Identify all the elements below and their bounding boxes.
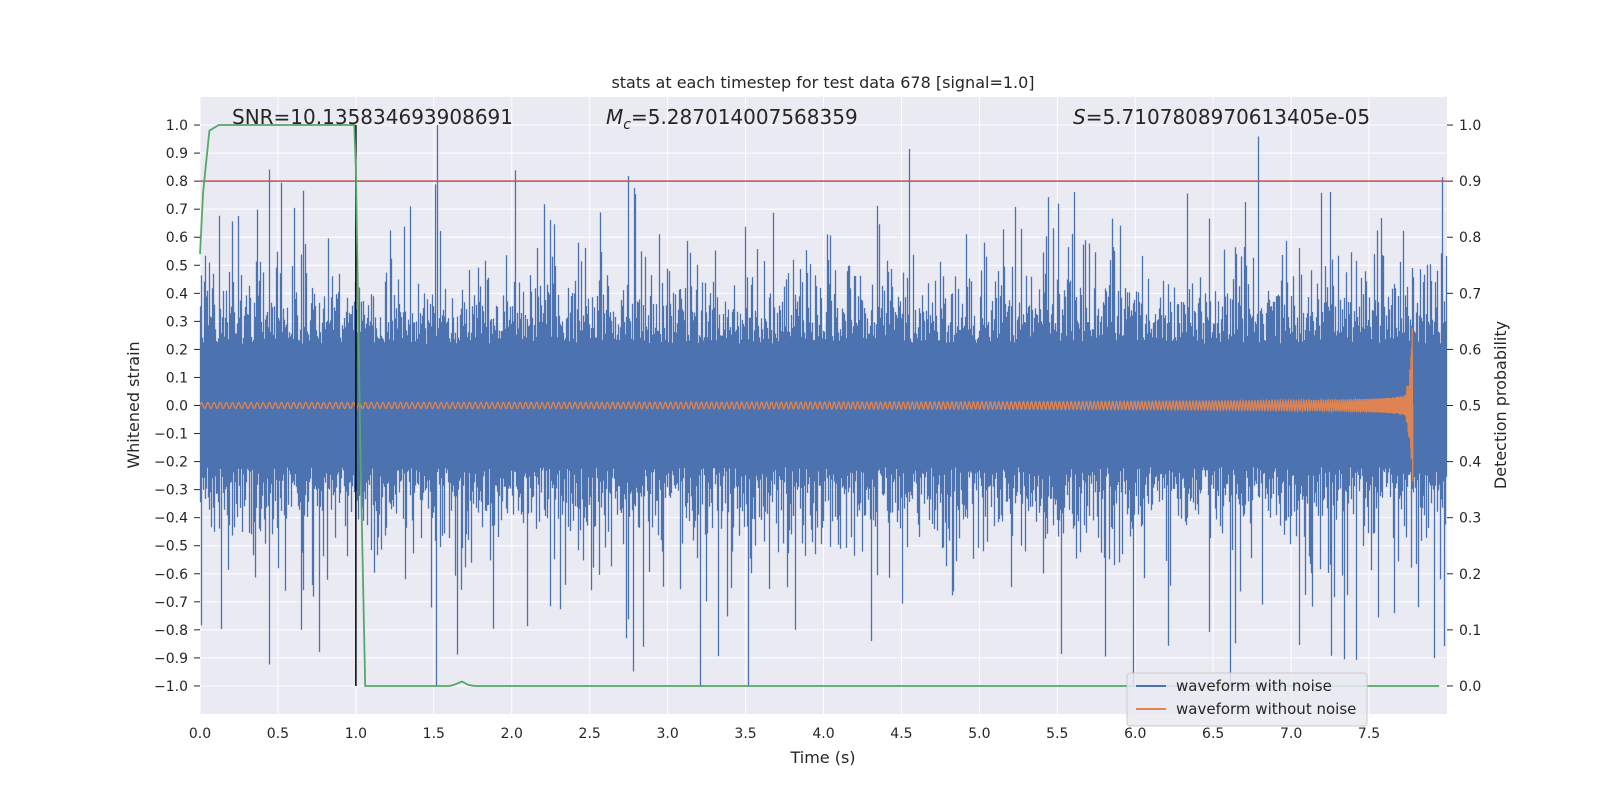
y-tick-label: 0.7	[166, 202, 188, 218]
y-tick-label: 1.0	[166, 118, 188, 134]
legend-label-noisy: waveform with noise	[1176, 677, 1332, 695]
s-symbol: S	[1073, 105, 1086, 129]
y2-tick-label: 0.9	[1459, 174, 1481, 190]
x-tick-label: 1.5	[423, 726, 445, 742]
mc-symbol: M	[606, 105, 623, 129]
y-tick-label: −0.5	[154, 539, 188, 555]
y-tick-label: 0.2	[166, 342, 188, 358]
x-tick-label: 2.0	[501, 726, 523, 742]
legend: waveform with noise waveform without noi…	[1126, 672, 1368, 727]
y-tick-label: 0.4	[166, 286, 188, 302]
y2-tick-label: 0.6	[1459, 342, 1481, 358]
legend-label-clean: waveform without noise	[1176, 700, 1356, 718]
x-tick-label: 3.5	[734, 726, 756, 742]
y-tick-label: −0.3	[154, 483, 188, 499]
y-tick-label: 0.8	[166, 174, 188, 190]
y-tick-label: −0.8	[154, 623, 188, 639]
mc-value: =5.287014007568359	[631, 105, 858, 129]
x-axis-label: Time (s)	[789, 748, 855, 767]
y-tick-label: 0.0	[166, 399, 188, 415]
y2-tick-label: 0.1	[1459, 623, 1481, 639]
y2-tick-label: 0.2	[1459, 567, 1481, 583]
y-tick-label: 0.3	[166, 314, 188, 330]
x-tick-label: 7.0	[1280, 726, 1302, 742]
y2-tick-label: 1.0	[1459, 118, 1481, 134]
series-detection-probability	[199, 124, 1440, 687]
y2-tick-label: 0.0	[1459, 679, 1481, 695]
y2-tick-label: 0.5	[1459, 399, 1481, 415]
x-tick-label: 5.5	[1046, 726, 1068, 742]
y2-tick-label: 0.7	[1459, 286, 1481, 302]
x-tick-label: 0.5	[267, 726, 289, 742]
x-tick-label: 7.5	[1358, 726, 1380, 742]
series-waveform-without-noise	[199, 327, 1414, 482]
mc-subscript: c	[623, 117, 631, 133]
x-tick-label: 6.5	[1202, 726, 1224, 742]
y2-tick-label: 0.8	[1459, 230, 1481, 246]
x-ticks: 0.0 0.5 1.0 1.5 2.0 2.5 3.0 3.5 4.0 4.5 5.0 5.5 6.0 6…	[189, 726, 1380, 742]
x-tick-label: 5.0	[968, 726, 990, 742]
y-tick-label: 0.6	[166, 230, 188, 246]
y-tick-label: −0.2	[154, 455, 188, 471]
s-value: =5.7107808970613405e-05	[1086, 105, 1370, 129]
y-tick-label: −0.6	[154, 567, 188, 583]
y-axis-label: Whitened strain	[124, 341, 143, 468]
y2-axis-label: Detection probability	[1491, 321, 1510, 489]
y-tick-label: 0.5	[166, 258, 188, 274]
chart-title: stats at each timestep for test data 678…	[611, 73, 1034, 92]
y-tick-label: −0.7	[154, 595, 188, 611]
y-tick-label: −0.9	[154, 651, 188, 667]
x-tick-label: 3.0	[656, 726, 678, 742]
legend-box	[1126, 672, 1368, 727]
y-tick-label: 0.9	[166, 146, 188, 162]
overlay-layer	[199, 124, 1447, 687]
x-tick-label: 6.0	[1124, 726, 1146, 742]
y2-tick-label: 0.4	[1459, 455, 1481, 471]
x-tick-label: 4.5	[890, 726, 912, 742]
s-annotation: S=5.7107808970613405e-05	[1073, 105, 1370, 129]
series-layer	[199, 125, 1448, 686]
x-tick-label: 0.0	[189, 726, 211, 742]
y-tick-label: −0.1	[154, 427, 188, 443]
chirp-mass-annotation: Mc=5.287014007568359	[606, 105, 858, 133]
x-tick-label: 4.0	[812, 726, 834, 742]
x-tick-label: 1.0	[345, 726, 367, 742]
y-tick-label: 0.1	[166, 370, 188, 386]
y2-ticks: 1.0 0.9 0.8 0.7 0.6 0.5 0.4 0.3 0.2 0.1 0.0	[1447, 118, 1481, 695]
y-ticks: 1.0 0.9 0.8 0.7 0.6 0.5 0.4 0.3 0.2 0.1 0.0 −0.1 −0.…	[154, 118, 200, 695]
y-tick-label: −0.4	[154, 511, 188, 527]
x-tick-label: 2.5	[579, 726, 601, 742]
snr-annotation: SNR=10.135834693908691	[232, 105, 513, 129]
y2-tick-label: 0.3	[1459, 511, 1481, 527]
y-tick-label: −1.0	[154, 679, 188, 695]
